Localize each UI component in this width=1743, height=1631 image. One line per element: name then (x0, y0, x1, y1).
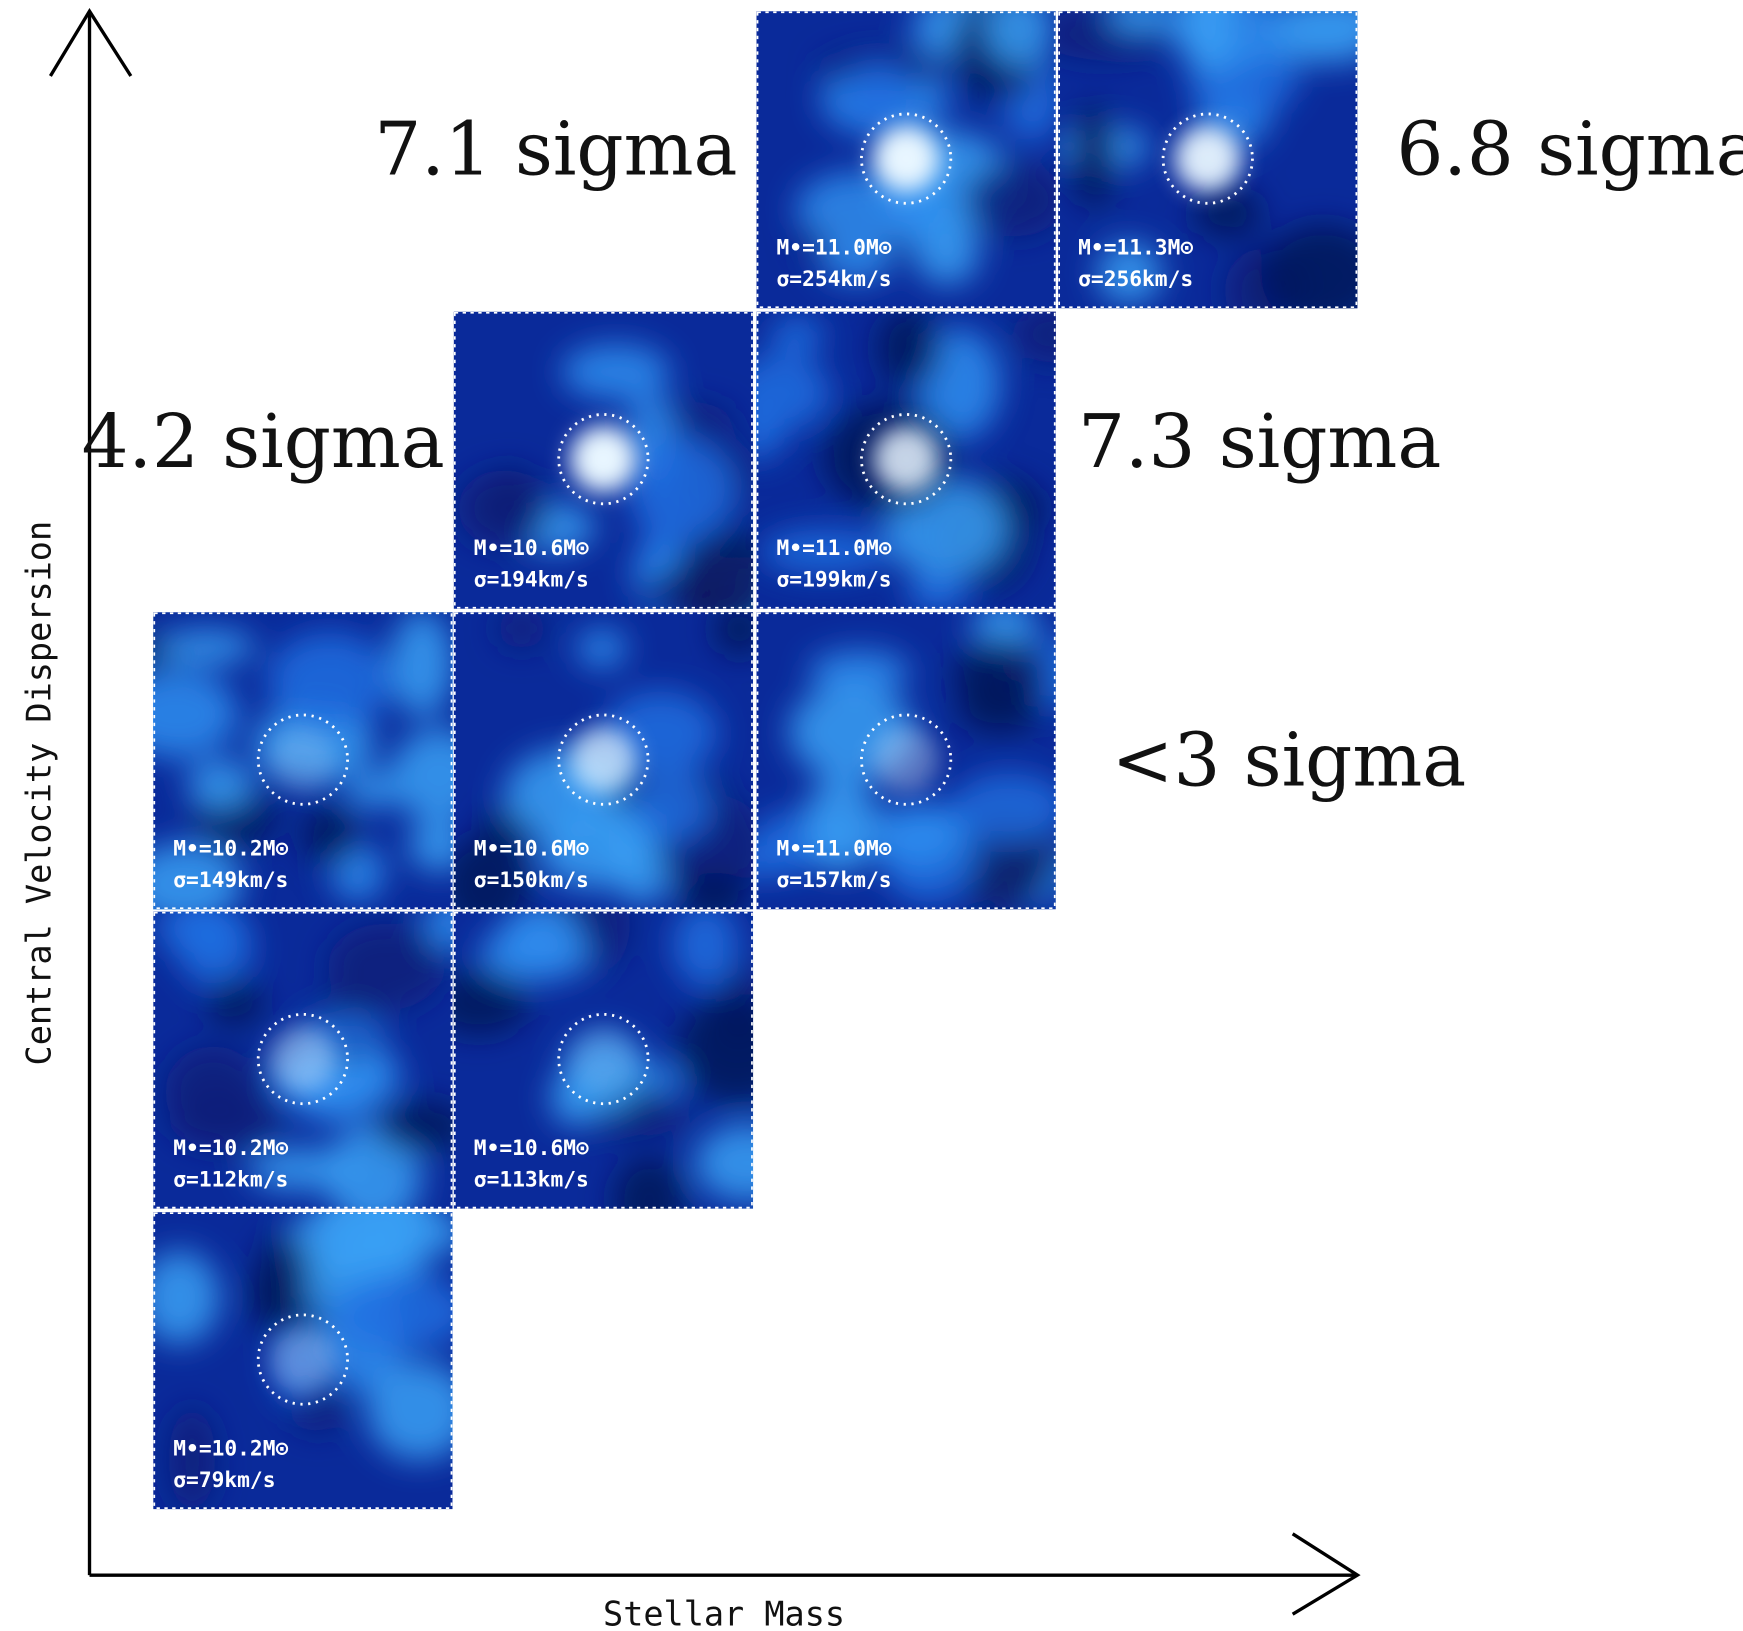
sigma-label: σ=157km/s (777, 868, 892, 893)
source-glow (873, 125, 940, 192)
sigma-label: σ=256km/s (1078, 267, 1193, 292)
noise-blob (302, 806, 358, 865)
noise-blob (839, 62, 916, 129)
panel: M•=10.6M⊙ σ=150km/s (440, 602, 768, 934)
noise-blob (479, 925, 592, 983)
mass-label: M•=11.0M⊙ (777, 837, 892, 862)
noise-blob (327, 923, 444, 1010)
sigma-label: σ=79km/s (173, 1468, 275, 1493)
noise-blob (115, 670, 239, 759)
noise-blob (165, 1046, 261, 1138)
significance: 7.1 sigma (374, 107, 737, 192)
noise-blob (346, 771, 400, 808)
panel: M•=10.2M⊙ σ=79km/s (139, 1164, 472, 1512)
mass-label: M•=10.6M⊙ (474, 837, 589, 862)
panel: M•=11.0M⊙ σ=157km/s (696, 600, 1105, 909)
panel: M•=11.0M⊙ σ=254km/s (756, 0, 1065, 308)
noise-blob (258, 1233, 309, 1316)
noise-blob (877, 308, 940, 389)
noise-blob (267, 632, 392, 730)
noise-blob (576, 629, 627, 669)
noise-blob (677, 994, 796, 1104)
source-glow (269, 1026, 336, 1093)
sigma-label: σ=113km/s (474, 1167, 589, 1192)
source-glow (570, 1026, 637, 1093)
y-axis-label: Central Velocity Dispersion (19, 521, 58, 1066)
source-glow (570, 726, 637, 793)
mass-label: M•=10.2M⊙ (173, 1437, 288, 1462)
source-glow (570, 426, 637, 493)
panel-image (756, 0, 1065, 308)
noise-blob (630, 766, 713, 842)
panel: M•=11.3M⊙ σ=256km/s (1037, 0, 1397, 335)
source-glow (873, 426, 940, 493)
noise-blob (139, 1251, 220, 1345)
significance: 4.2 sigma (82, 400, 445, 485)
mass-label: M•=11.0M⊙ (777, 536, 892, 561)
sigma-label: σ=194km/s (474, 567, 589, 592)
panel: M•=10.6M⊙ σ=113km/s (429, 878, 800, 1247)
noise-blob (187, 759, 254, 810)
sigma-label: σ=199km/s (777, 567, 892, 592)
noise-blob (695, 1124, 800, 1202)
mass-label: M•=10.2M⊙ (173, 837, 288, 862)
mass-label: M•=10.2M⊙ (173, 1136, 288, 1161)
noise-blob (497, 608, 546, 649)
figure: M•=11.0M⊙σ=254km/sM•=11.3M⊙σ=256km/sM•=1… (0, 0, 1743, 1631)
noise-blob (672, 902, 738, 988)
panel-image (454, 312, 808, 658)
x-axis-label: Stellar Mass (603, 1594, 845, 1631)
noise-blob (613, 1156, 685, 1248)
panel: M•=10.2M⊙ σ=112km/s (153, 894, 478, 1231)
noise-blob (770, 315, 824, 355)
significance: 7.3 sigma (1078, 400, 1441, 485)
noise-blob (1193, 188, 1261, 239)
noise-blob (964, 163, 1065, 237)
noise-blob (952, 639, 1047, 708)
source-glow (1174, 125, 1241, 192)
panel: M•=10.2M⊙ σ=149km/s (113, 610, 487, 926)
noise-blob (627, 438, 736, 542)
noise-blob (1071, 104, 1116, 209)
noise-blob (1261, 224, 1385, 328)
mass-label: M•=11.3M⊙ (1078, 236, 1193, 261)
sigma-label: σ=149km/s (173, 868, 288, 893)
panel: M•=11.0M⊙ σ=199km/s (729, 305, 1095, 615)
noise-blob (390, 610, 454, 718)
source-glow (873, 726, 940, 793)
source-glow (269, 726, 336, 793)
noise-blob (561, 344, 670, 400)
mass-label: M•=10.6M⊙ (474, 1136, 589, 1161)
noise-blob (155, 630, 256, 665)
panel-image (113, 610, 487, 926)
noise-blob (367, 1361, 473, 1460)
sigma-label: σ=150km/s (474, 868, 589, 893)
significance: <3 sigma (1112, 718, 1467, 803)
significance: 6.8 sigma (1397, 107, 1743, 192)
mass-label: M•=10.6M⊙ (474, 536, 589, 561)
mass-label: M•=11.0M⊙ (777, 236, 892, 261)
sigma-label: σ=254km/s (777, 267, 892, 292)
noise-blob (208, 977, 264, 1026)
source-glow (269, 1326, 336, 1393)
sigma-label: σ=112km/s (173, 1167, 288, 1192)
panel: M•=10.6M⊙ σ=194km/s (454, 312, 808, 658)
